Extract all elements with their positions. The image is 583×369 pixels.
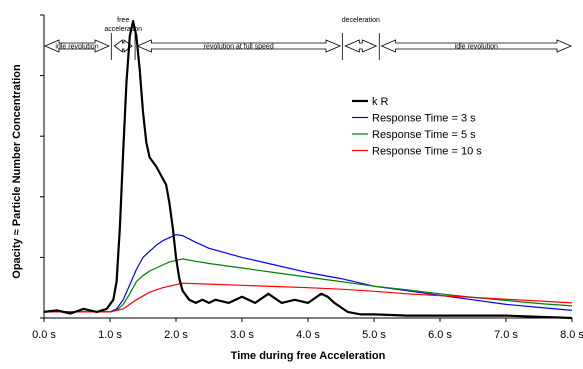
series-line-response-time-10-s: [44, 282, 573, 313]
phase-label: idle revolution: [55, 44, 98, 51]
legend-label: Response Time = 5 s: [372, 129, 476, 141]
x-tick-label: 0.0 s: [32, 329, 56, 341]
legend-label: Response Time = 3 s: [372, 113, 476, 125]
phase-label: revolution at full speed: [204, 44, 274, 51]
x-axis-title: Time during free Acceleration: [231, 350, 386, 362]
legend: k R Response Time = 3 s Response Time = 5 …: [352, 96, 482, 158]
series-line-response-time-3-s: [44, 234, 573, 313]
phase-arrow: [136, 39, 342, 53]
x-tick-label: 5.0 s: [362, 329, 386, 341]
phase-label: deceleration: [342, 17, 380, 24]
x-tick-label: 2.0 s: [164, 329, 188, 341]
phase-arrow: [380, 39, 573, 53]
series-line-response-time-5-s: [44, 258, 573, 313]
phase-arrow: [113, 39, 133, 53]
phase-label: idle revolution: [455, 44, 498, 51]
legend-label: k R: [372, 96, 389, 108]
phase-label: free acceleration: [104, 17, 142, 33]
legend-label: Response Time = 10 s: [372, 146, 482, 158]
x-tick-label: 7.0 s: [494, 329, 518, 341]
x-tick-label: 4.0 s: [296, 329, 320, 341]
x-tick-label: 8.0 s: [560, 329, 583, 341]
series-group: [43, 20, 573, 320]
phase-arrow: [43, 39, 111, 53]
phase-annotations: idle revolution free acceleration revolutio…: [43, 17, 573, 60]
y-axis-title: Opacity ≈ Particle Number Concentration: [11, 64, 23, 279]
phase-arrow: [344, 39, 378, 53]
axes: 0.0 s 1.0 s 2.0 s 3.0 s 4.0 s 5.0 s 6.0 s 7.0 s…: [32, 14, 583, 341]
x-tick-label: 3.0 s: [230, 329, 254, 341]
x-tick-label: 6.0 s: [428, 329, 452, 341]
x-tick-label: 1.0 s: [98, 329, 122, 341]
series-line-k-r: [43, 20, 573, 320]
